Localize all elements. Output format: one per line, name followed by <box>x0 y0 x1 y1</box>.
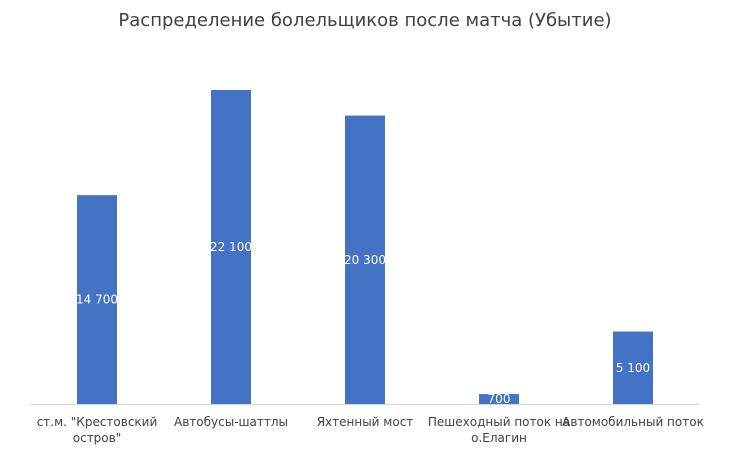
data-labels-group: 14 700 22 100 20 300 700 5 100 <box>76 240 650 406</box>
category-label-4: Пешеходный поток на о.Елагин <box>428 415 570 445</box>
data-label-5: 5 100 <box>616 361 650 375</box>
chart-title: Распределение болельщиков после матча (У… <box>118 10 612 31</box>
bar-1 <box>77 195 117 404</box>
bar-5 <box>613 331 653 404</box>
data-label-1: 14 700 <box>76 293 118 307</box>
data-label-4: 700 <box>488 392 511 406</box>
bars-group <box>77 90 653 405</box>
category-label-2: Автобусы-шаттлы <box>174 415 288 429</box>
category-label-5: Автомобильный поток <box>562 415 704 429</box>
data-label-2: 22 100 <box>210 240 252 254</box>
category-label-3: Яхтенный мост <box>317 415 414 429</box>
data-label-3: 20 300 <box>344 253 386 267</box>
bar-2 <box>211 90 251 404</box>
bar-3 <box>345 115 385 405</box>
category-labels-group: ст.м. "Крестовский остров" Автобусы-шаттлы… <box>37 415 704 445</box>
bar-4 <box>479 394 519 404</box>
category-label-1: ст.м. "Крестовский остров" <box>37 415 158 445</box>
